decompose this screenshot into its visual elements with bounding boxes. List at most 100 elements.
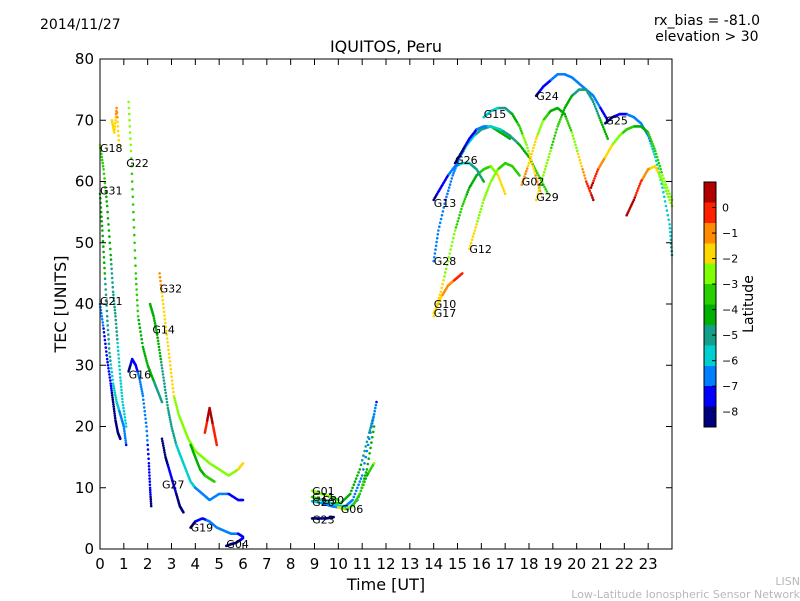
data-point	[161, 439, 164, 443]
data-point	[591, 196, 594, 199]
data-point	[158, 351, 162, 355]
data-point	[559, 115, 563, 119]
data-point	[173, 436, 176, 440]
data-point	[110, 267, 113, 271]
data-point	[124, 425, 128, 428]
data-point	[441, 282, 444, 286]
data-point	[571, 134, 575, 137]
data-point	[536, 180, 539, 183]
data-point	[135, 288, 138, 291]
data-point	[105, 304, 108, 307]
x-tick-label: 22	[615, 555, 634, 573]
data-point	[161, 298, 164, 302]
data-point	[112, 293, 115, 297]
data-point	[139, 330, 142, 333]
data-point	[661, 174, 664, 177]
data-point	[122, 409, 126, 413]
data-point	[148, 471, 151, 474]
data-point	[156, 339, 160, 343]
data-point	[149, 504, 153, 508]
data-point	[131, 187, 134, 191]
sat-label-g30: G30	[322, 494, 345, 507]
data-point	[666, 213, 670, 217]
colorbar: 0 −1 −2 −3 −4 −5 −6 −7 −8	[703, 181, 738, 428]
data-point	[370, 441, 373, 444]
sat-label-g32: G32	[160, 283, 183, 296]
data-point	[637, 184, 641, 188]
data-point	[599, 119, 602, 122]
data-point	[114, 393, 117, 397]
y-tick-label: 50	[75, 234, 94, 252]
data-point	[182, 511, 185, 514]
series-g21	[98, 302, 122, 441]
data-point	[551, 140, 555, 143]
data-point	[113, 412, 116, 415]
series-g22	[127, 100, 164, 404]
data-point	[123, 432, 126, 435]
data-point	[159, 279, 162, 283]
series-g13	[432, 161, 486, 202]
data-point	[476, 220, 479, 223]
data-point	[550, 143, 554, 147]
data-point	[241, 536, 245, 540]
data-point	[586, 184, 590, 188]
footer-org: LISN	[775, 575, 800, 588]
data-point	[363, 477, 366, 480]
data-point	[542, 171, 546, 174]
data-point	[169, 371, 173, 375]
data-point	[364, 455, 368, 459]
data-point	[636, 189, 639, 192]
data-point	[100, 311, 103, 315]
data-point	[468, 247, 471, 251]
data-point	[547, 155, 550, 159]
data-point	[168, 416, 171, 419]
data-point	[562, 109, 566, 112]
data-point	[522, 177, 525, 181]
data-point	[116, 337, 119, 341]
data-point	[117, 134, 120, 137]
data-point	[105, 354, 108, 357]
data-point	[169, 420, 172, 424]
sat-label-g21: G21	[100, 295, 123, 308]
data-point	[132, 210, 135, 214]
data-point	[372, 425, 376, 428]
data-point	[654, 152, 658, 156]
data-point	[602, 128, 606, 131]
data-point	[146, 439, 149, 442]
data-point	[437, 296, 441, 300]
data-point	[116, 115, 119, 119]
data-point	[433, 252, 437, 255]
data-point	[102, 172, 106, 176]
data-point	[124, 422, 128, 425]
data-point	[100, 215, 103, 218]
data-point	[113, 389, 116, 392]
data-point	[448, 183, 452, 186]
data-point	[121, 397, 124, 401]
data-point	[147, 465, 151, 468]
data-point	[332, 515, 335, 519]
data-point	[669, 238, 673, 241]
data-point	[114, 396, 118, 399]
data-point	[486, 187, 490, 190]
data-point	[650, 140, 653, 143]
data-point	[141, 392, 144, 395]
sat-label-g14: G14	[152, 324, 175, 337]
data-point	[539, 125, 542, 129]
data-point	[584, 177, 587, 180]
data-point	[169, 364, 172, 367]
data-point	[534, 174, 537, 177]
data-point	[164, 321, 167, 325]
data-point	[112, 403, 115, 406]
x-tick-label: 8	[286, 555, 296, 573]
data-point	[432, 315, 436, 318]
data-point	[103, 272, 107, 275]
data-point	[442, 279, 445, 282]
data-point	[519, 127, 522, 130]
data-point	[353, 492, 357, 496]
data-point	[435, 302, 439, 306]
data-point	[448, 252, 452, 255]
data-point	[556, 125, 559, 128]
series-g12	[468, 161, 521, 251]
data-point	[438, 293, 442, 297]
data-point	[135, 298, 139, 302]
